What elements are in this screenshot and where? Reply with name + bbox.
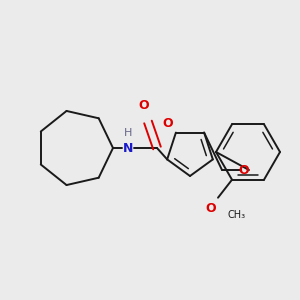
Text: H: H bbox=[124, 128, 132, 138]
Text: O: O bbox=[162, 117, 173, 130]
Text: N: N bbox=[123, 142, 133, 154]
Text: O: O bbox=[139, 99, 149, 112]
Text: O: O bbox=[239, 164, 249, 176]
Text: CH₃: CH₃ bbox=[228, 210, 246, 220]
Text: O: O bbox=[206, 202, 216, 215]
